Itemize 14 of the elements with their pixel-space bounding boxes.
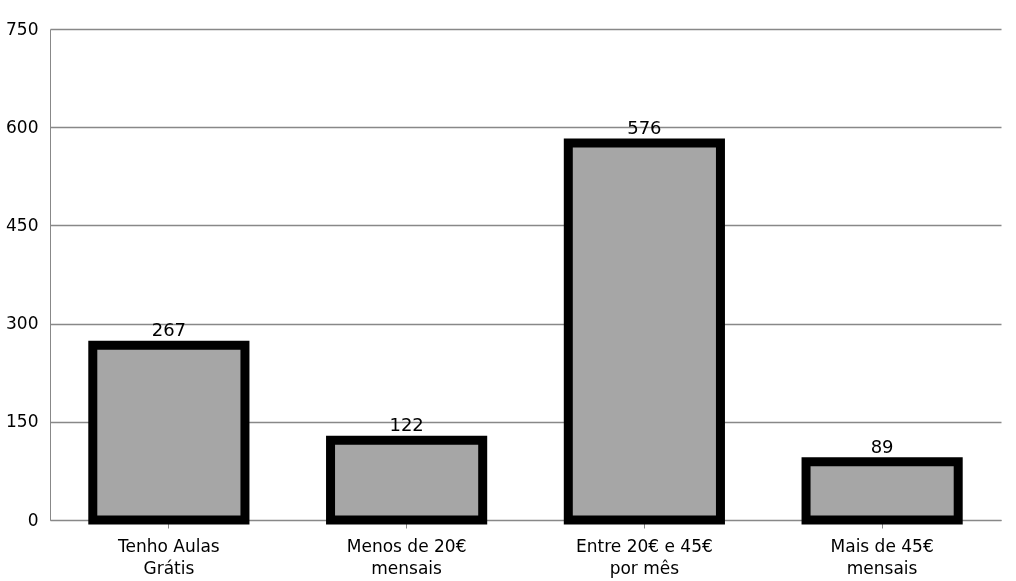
data-label: 576 <box>627 116 662 138</box>
x-tick-label: Menos de 20€ mensais <box>346 535 467 578</box>
y-tick-label: 0 <box>27 509 39 530</box>
x-tick-label: Entre 20€ e 45€ por mês <box>575 535 713 578</box>
y-tick-label: 150 <box>6 411 39 432</box>
y-tick-label: 300 <box>6 313 39 334</box>
y-tick-label: 450 <box>6 214 39 235</box>
x-tick-label: Mais de 45€ mensais <box>830 535 934 578</box>
x-tick-label: Tenho Aulas Grátis <box>117 535 220 578</box>
y-tick-label: 750 <box>6 18 39 39</box>
data-label: 89 <box>870 435 894 457</box>
data-label: 122 <box>389 414 424 436</box>
data-label: 267 <box>151 319 187 341</box>
y-tick-label: 600 <box>6 116 39 137</box>
